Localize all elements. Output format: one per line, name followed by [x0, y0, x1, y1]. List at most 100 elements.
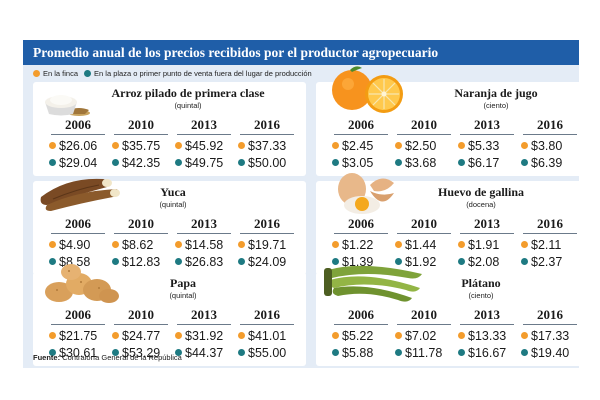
divider	[240, 134, 294, 135]
teal-dot-icon	[238, 349, 245, 356]
price-value: $4.90	[59, 237, 91, 252]
price-farm: $26.06	[47, 137, 109, 154]
panel-papa: Papa (quintal) 2006 $21.75 $30.61 2010 $…	[33, 264, 306, 366]
year-label: 2016	[537, 307, 563, 322]
price-value: $19.40	[531, 345, 570, 360]
divider	[240, 233, 294, 234]
price-farm: $45.92	[173, 137, 235, 154]
teal-dot-icon	[175, 159, 182, 166]
price-value: $1.44	[405, 237, 437, 252]
price-value: $21.75	[59, 328, 98, 343]
divider	[51, 324, 105, 325]
teal-dot-icon	[458, 258, 465, 265]
teal-dot-icon	[395, 258, 402, 265]
price-farm: $2.50	[393, 137, 455, 154]
price-market: $50.00	[236, 154, 298, 171]
plantain-icon	[322, 258, 426, 309]
price-farm: $14.58	[173, 236, 235, 253]
orange-dot-icon	[112, 142, 119, 149]
price-market: $44.37	[173, 344, 235, 361]
orange-dot-icon	[521, 332, 528, 339]
orange-dot-icon	[175, 142, 182, 149]
price-farm: $37.33	[236, 137, 298, 154]
year-label: 2006	[348, 216, 374, 231]
price-market: $26.83	[173, 253, 235, 270]
product-unit: (quintal)	[169, 291, 197, 300]
price-value: $2.37	[531, 254, 563, 269]
teal-dot-icon	[84, 69, 92, 77]
divider	[523, 134, 577, 135]
year-column: 2013 $13.33 $16.67	[456, 306, 518, 361]
year-label: 2010	[128, 307, 154, 322]
price-value: $49.75	[185, 155, 224, 170]
orange-dot-icon	[458, 142, 465, 149]
price-farm: $31.92	[173, 327, 235, 344]
product-name: Yuca	[160, 185, 186, 199]
price-farm: $19.71	[236, 236, 298, 253]
year-label: 2013	[474, 307, 500, 322]
price-value: $50.00	[248, 155, 287, 170]
orange-dot-icon	[521, 142, 528, 149]
year-label: 2006	[65, 117, 91, 132]
product-unit: (quintal)	[159, 200, 187, 209]
year-column: 2006 $2.45 $3.05	[330, 116, 392, 171]
divider	[177, 324, 231, 325]
divider	[460, 324, 514, 325]
legend-item-farm: En la finca	[33, 69, 78, 78]
egg-icon	[330, 171, 400, 220]
year-column: 2010 $35.75 $42.35	[110, 116, 172, 171]
divider	[460, 233, 514, 234]
divider	[334, 324, 388, 325]
price-value: $42.35	[122, 155, 161, 170]
price-market: $30.61	[47, 344, 109, 361]
year-label: 2010	[411, 117, 437, 132]
price-value: $37.33	[248, 138, 287, 153]
year-label: 2006	[348, 307, 374, 322]
year-label: 2016	[254, 117, 280, 132]
price-market: $2.08	[456, 253, 518, 270]
price-market: $5.88	[330, 344, 392, 361]
orange-icon	[330, 62, 406, 119]
divider	[114, 233, 168, 234]
price-value: $26.83	[185, 254, 224, 269]
price-farm: $3.80	[519, 137, 581, 154]
legend: En la finca En la plaza o primer punto d…	[33, 67, 312, 79]
price-market: $6.17	[456, 154, 518, 171]
teal-dot-icon	[238, 258, 245, 265]
price-farm: $13.33	[456, 327, 518, 344]
divider	[397, 134, 451, 135]
year-label: 2016	[254, 307, 280, 322]
product-unit: (ciento)	[468, 291, 494, 300]
price-value: $14.58	[185, 237, 224, 252]
divider	[177, 134, 231, 135]
year-label: 2010	[411, 216, 437, 231]
price-farm: $5.33	[456, 137, 518, 154]
price-market: $16.67	[456, 344, 518, 361]
potato-icon	[39, 262, 121, 309]
price-value: $19.71	[248, 237, 287, 252]
divider	[177, 233, 231, 234]
orange-dot-icon	[238, 332, 245, 339]
year-label: 2016	[537, 216, 563, 231]
year-column: 2016 $3.80 $6.39	[519, 116, 581, 171]
price-farm: $4.90	[47, 236, 109, 253]
teal-dot-icon	[521, 258, 528, 265]
price-value: $11.78	[405, 345, 443, 360]
year-column: 2006 $1.22 $1.39	[330, 215, 392, 270]
year-label: 2010	[128, 216, 154, 231]
price-value: $2.11	[531, 237, 562, 252]
year-label: 2013	[474, 117, 500, 132]
price-value: $2.50	[405, 138, 437, 153]
product-name: Huevo de gallina	[437, 185, 524, 199]
price-market: $42.35	[110, 154, 172, 171]
price-value: $13.33	[468, 328, 507, 343]
teal-dot-icon	[49, 159, 56, 166]
price-market: $24.09	[236, 253, 298, 270]
product-unit: (ciento)	[483, 101, 509, 110]
teal-dot-icon	[395, 349, 402, 356]
panel-huevo: Huevo de gallina (docena) 2006 $1.22 $1.…	[316, 173, 589, 275]
divider	[523, 324, 577, 325]
teal-dot-icon	[458, 159, 465, 166]
price-value: $6.17	[468, 155, 500, 170]
price-value: $24.09	[248, 254, 287, 269]
